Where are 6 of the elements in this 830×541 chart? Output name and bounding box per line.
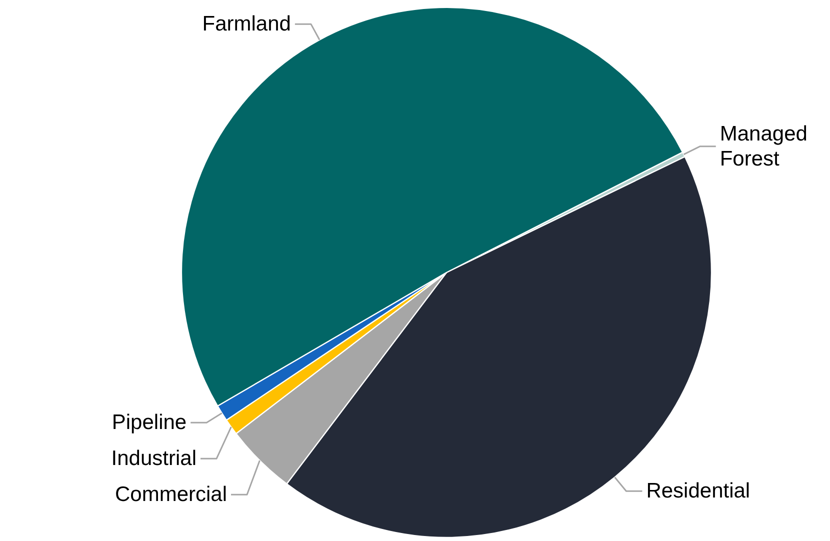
slice-label: Commercial [115,483,228,506]
slice-label: Farmland [202,12,291,36]
slice-label: Industrial [111,447,197,470]
slice-label: Pipeline [112,411,187,434]
slice-label: Residential [646,480,750,503]
slice-label: Managed Forest [720,122,808,171]
